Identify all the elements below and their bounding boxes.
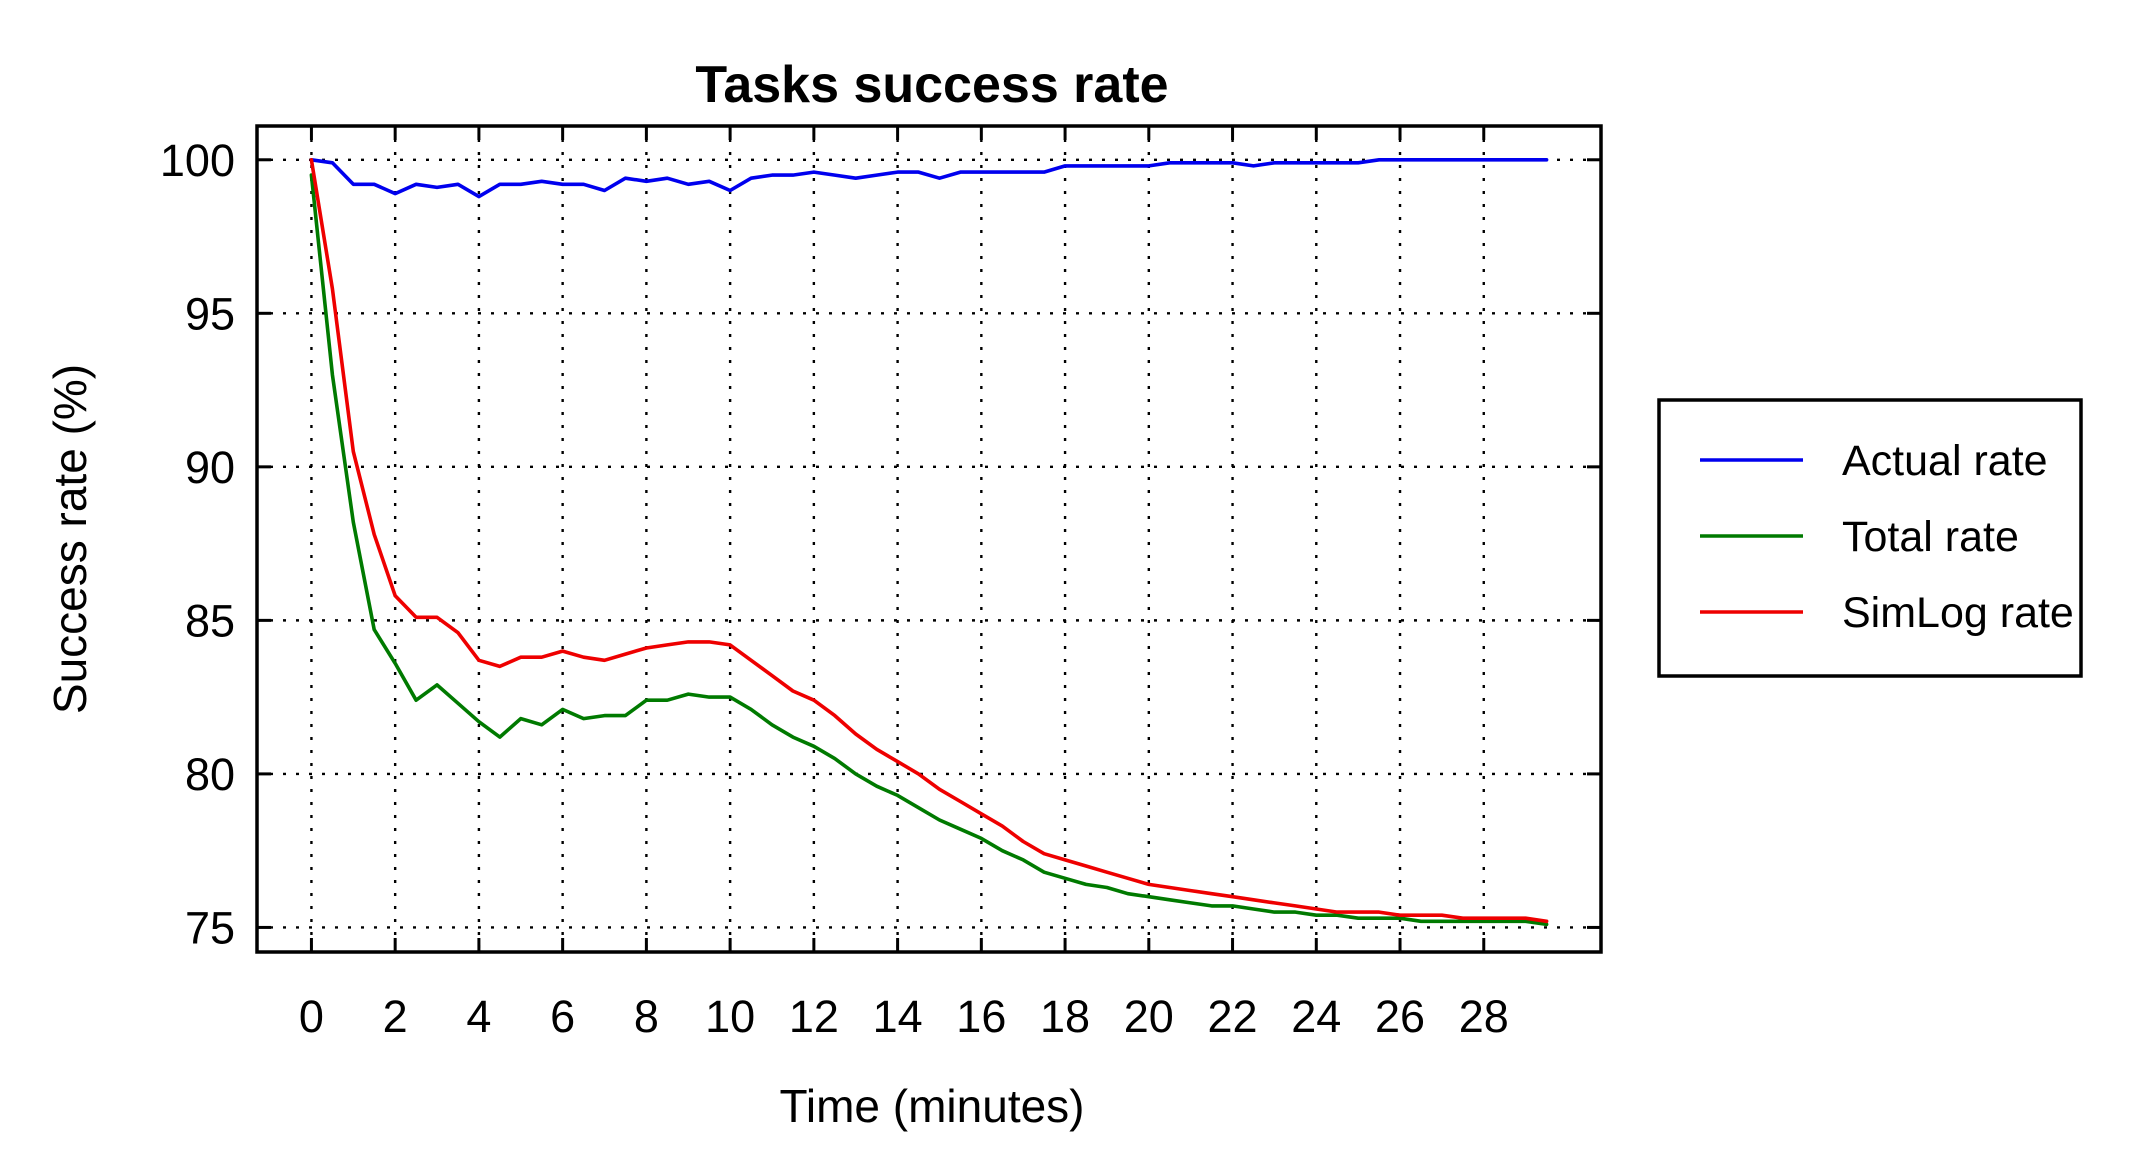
- x-tick-label: 28: [1459, 991, 1509, 1042]
- grid-lines: [257, 126, 1601, 952]
- legend-label-actual-rate: Actual rate: [1842, 437, 2048, 485]
- x-tick-label: 4: [466, 991, 491, 1042]
- chart-title: Tasks success rate: [695, 56, 1168, 114]
- x-tick-label: 8: [634, 991, 659, 1042]
- x-tick-label: 20: [1124, 991, 1174, 1042]
- y-axis-label: Success rate (%): [44, 364, 96, 714]
- y-tick-label: 80: [185, 749, 235, 800]
- y-tick-label: 75: [185, 902, 235, 953]
- x-tick-label: 12: [789, 991, 839, 1042]
- series-line-total-rate: [309, 173, 1549, 927]
- x-tick-label: 6: [550, 991, 575, 1042]
- x-tick-label: 22: [1208, 991, 1258, 1042]
- legend-label-total-rate: Total rate: [1842, 513, 2019, 561]
- legend-label-simlog-rate: SimLog rate: [1842, 589, 2074, 637]
- series-line-simlog-rate: [309, 158, 1549, 924]
- legend-box: [1657, 398, 2083, 678]
- y-tick-label: 85: [185, 595, 235, 646]
- series-line-actual-rate: [309, 158, 1549, 199]
- x-tick-label: 10: [705, 991, 755, 1042]
- x-tick-label: 0: [299, 991, 324, 1042]
- series-lines: [309, 158, 1549, 927]
- x-tick-label: 26: [1375, 991, 1425, 1042]
- x-tick-label: 2: [383, 991, 408, 1042]
- y-tick-label: 95: [185, 288, 235, 339]
- plot-frame: [255, 124, 1603, 954]
- x-tick-label: 16: [956, 991, 1006, 1042]
- y-tick-label: 100: [160, 135, 235, 186]
- x-axis-label: Time (minutes): [780, 1080, 1085, 1132]
- legend: Actual rate Total rate SimLog rate: [1657, 398, 2083, 678]
- x-tick-label: 24: [1291, 991, 1341, 1042]
- x-tick-label: 18: [1040, 991, 1090, 1042]
- y-tick-label: 90: [185, 442, 235, 493]
- x-tick-label: 14: [873, 991, 923, 1042]
